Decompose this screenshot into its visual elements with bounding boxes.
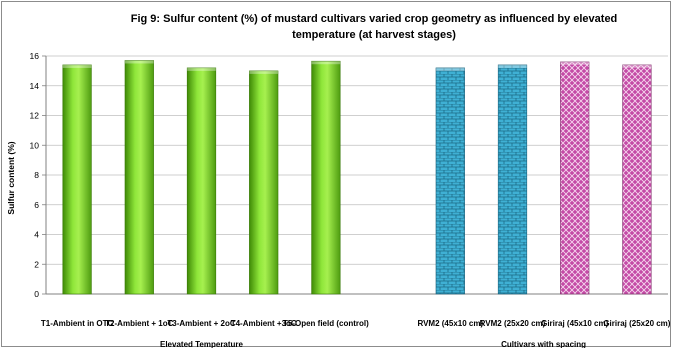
- bar-cap: [435, 67, 465, 71]
- y-tick-label: 2: [34, 259, 39, 269]
- x-tick-label: Giriraj (45x10 cm): [541, 319, 608, 328]
- y-tick-label: 10: [30, 140, 40, 150]
- bar-cap: [249, 70, 279, 74]
- bar: [435, 67, 465, 295]
- bar: [622, 64, 652, 295]
- bar: [497, 64, 528, 295]
- bar: [249, 70, 279, 295]
- x-group-label: Elevated Temperature: [160, 340, 244, 348]
- x-tick-label: RVM2 (45x10 cm): [417, 319, 483, 328]
- bar-cap: [560, 61, 590, 65]
- bar: [186, 67, 217, 295]
- bar-cap: [124, 60, 154, 64]
- y-tick-label: 14: [30, 81, 40, 91]
- x-tick-label: T3-Ambient + 2oC: [167, 319, 235, 328]
- y-axis-label: Sulfur content (%): [6, 141, 16, 214]
- x-group-label: Cultivars with spacing: [501, 340, 586, 348]
- bar-cap: [622, 64, 652, 68]
- y-tick-label: 4: [34, 230, 39, 240]
- bar-cap: [498, 64, 527, 68]
- x-tick-label: RVM2 (25x20 cm): [480, 319, 546, 328]
- y-tick-label: 0: [34, 289, 39, 299]
- chart-title-line1: Fig 9: Sulfur content (%) of mustard cul…: [131, 13, 618, 25]
- bar: [62, 64, 92, 295]
- chart-title-line2: temperature (at harvest stages): [292, 29, 456, 41]
- x-tick-label: T4-Ambient +3oC: [231, 319, 297, 328]
- y-tick-label: 6: [34, 200, 39, 210]
- x-tick-label: T1-Ambient in OTC: [41, 319, 114, 328]
- y-tick-label: 8: [34, 170, 39, 180]
- label-layer: 0 2 4 6 8 10 12 14 16 T1-Ambient in OTCT2-Ambient…: [30, 51, 671, 348]
- bar: [124, 60, 154, 295]
- bar-cap: [62, 64, 92, 68]
- y-tick-label: 16: [30, 51, 40, 61]
- bar-cap: [187, 67, 216, 71]
- bar: [311, 60, 341, 295]
- y-tick-label: 12: [30, 111, 40, 121]
- bar-cap: [311, 61, 341, 65]
- bar: [560, 61, 590, 295]
- x-tick-label: Giriraj (25x20 cm): [603, 319, 670, 328]
- x-tick-label: T5-Open field (control): [283, 319, 369, 328]
- bar-layer: [62, 60, 652, 295]
- x-tick-label: T2-Ambient + 1oC: [105, 319, 173, 328]
